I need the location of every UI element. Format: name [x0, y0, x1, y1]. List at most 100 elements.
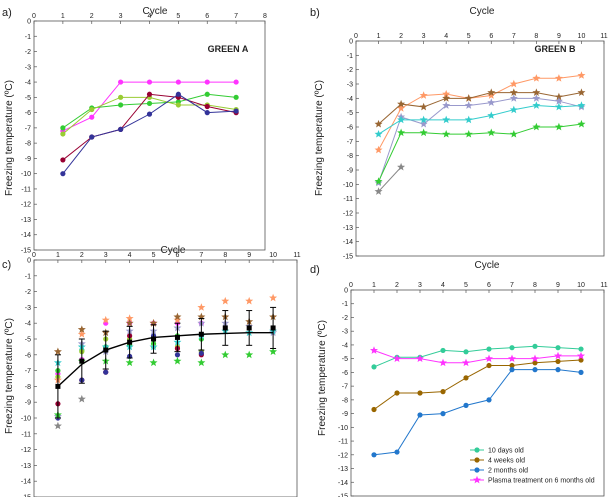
series-line	[378, 97, 582, 184]
data-point	[554, 122, 563, 131]
y-tick-label: -12	[21, 202, 31, 209]
data-point	[174, 352, 181, 358]
data-point	[532, 94, 541, 102]
series-line	[378, 74, 582, 151]
y-tick-label: -4	[25, 80, 31, 87]
x-tick-label: 10	[577, 282, 585, 289]
data-point	[554, 97, 563, 105]
panel-b-plot: 0 -1 -2 -3 -4 -5 -6 -7 -8 -9 -10 -11 -12 -13 -14 -15 0 1 2…	[343, 33, 608, 261]
y-tick-label: -6	[342, 370, 348, 377]
mean-point	[127, 339, 133, 345]
y-tick-label: -11	[338, 439, 348, 446]
mean-point	[174, 334, 180, 340]
data-point	[394, 449, 400, 455]
data-point	[419, 128, 428, 137]
data-point	[509, 362, 515, 369]
y-tick-label: -12	[338, 452, 348, 459]
plot-frame	[355, 40, 605, 257]
y-tick-label: -8	[347, 153, 353, 160]
panel-b-y-title: Freezing temperature (ºC)	[314, 80, 325, 196]
series-line	[373, 359, 582, 410]
data-point	[89, 134, 95, 140]
data-point	[442, 89, 451, 98]
mean-point	[198, 331, 204, 337]
panel-d-x-title: Cycle	[474, 260, 499, 271]
data-point	[118, 94, 124, 100]
data-point	[463, 375, 469, 381]
panel-b-x-title: Cycle	[469, 6, 494, 17]
y-tick-label: -14	[338, 480, 348, 487]
y-tick-label: -7	[25, 125, 31, 132]
data-point	[221, 296, 230, 305]
y-tick-label: -14	[21, 232, 31, 239]
mean-point	[103, 347, 109, 353]
data-point	[397, 128, 406, 137]
x-tick-label: 3	[119, 13, 123, 20]
y-tick-label: -2	[347, 67, 353, 74]
data-point	[60, 131, 66, 137]
fit-curve	[57, 331, 274, 387]
y-tick-label: -5	[347, 110, 353, 117]
y-tick-label: -15	[21, 248, 31, 255]
data-point	[125, 314, 134, 322]
mean-point	[151, 336, 157, 342]
data-point	[397, 99, 406, 108]
data-point	[532, 343, 538, 349]
data-point	[175, 91, 181, 97]
series-green	[60, 91, 239, 131]
data-point	[374, 145, 383, 154]
inset-title: GREEN B	[534, 44, 576, 54]
data-point	[269, 347, 278, 356]
y-tick-label: -9	[25, 400, 31, 407]
x-tick-label: 8	[263, 13, 267, 20]
x-tick-label: 2	[90, 13, 94, 20]
data-point	[77, 394, 86, 403]
y-tick-label: 0	[349, 39, 353, 46]
data-point	[89, 106, 95, 113]
data-point	[245, 350, 254, 359]
data-point	[462, 358, 470, 367]
y-tick-label: -10	[21, 171, 31, 178]
y-tick-label: -2	[25, 289, 31, 296]
data-point	[77, 330, 86, 338]
series-line	[378, 104, 582, 135]
data-point	[442, 94, 451, 102]
y-tick-label: -4	[342, 342, 348, 349]
panel-a-x-title: Cycle	[142, 6, 167, 17]
data-point	[555, 367, 561, 373]
y-tick-label: -7	[25, 368, 31, 375]
y-tick-label: -1	[347, 53, 353, 60]
data-point	[487, 111, 496, 119]
y-tick-label: -5	[25, 337, 31, 344]
data-point	[371, 406, 377, 413]
x-tick-label: 11	[293, 252, 300, 259]
x-tick-label: 3	[104, 252, 108, 259]
data-point	[577, 119, 586, 128]
data-point	[397, 104, 406, 112]
y-tick-label: -15	[338, 494, 348, 497]
data-point	[440, 389, 446, 395]
y-tick-label: -15	[343, 254, 353, 261]
panel-c-x-title: Cycle	[160, 245, 185, 256]
data-point	[204, 110, 210, 116]
series-line	[378, 92, 582, 125]
data-point	[554, 102, 563, 111]
panel-a-plot: 0 -1 -2 -3 -4 -5 -6 -7 -8 -9 -10 -11 -12 -13 -14 -15 0 1 2…	[21, 13, 267, 255]
x-tick-label: 7	[512, 33, 516, 40]
series-teal	[374, 101, 586, 138]
y-tick-label: -11	[21, 431, 31, 438]
x-tick-label: 6	[487, 282, 491, 289]
data-point	[419, 102, 428, 111]
data-point	[485, 354, 493, 363]
y-tick-label: -11	[343, 196, 353, 203]
data-point	[509, 129, 518, 138]
y-tick-label: -9	[25, 156, 31, 163]
legend: 10 days old 4 weeks old 2 months old Plasma…	[470, 447, 595, 485]
data-point	[175, 79, 181, 85]
y-tick-label: -6	[25, 352, 31, 359]
data-point	[146, 91, 153, 97]
data-point	[442, 129, 451, 138]
data-point	[486, 362, 492, 369]
y-tick-label: -9	[342, 411, 348, 418]
data-point	[509, 79, 518, 88]
